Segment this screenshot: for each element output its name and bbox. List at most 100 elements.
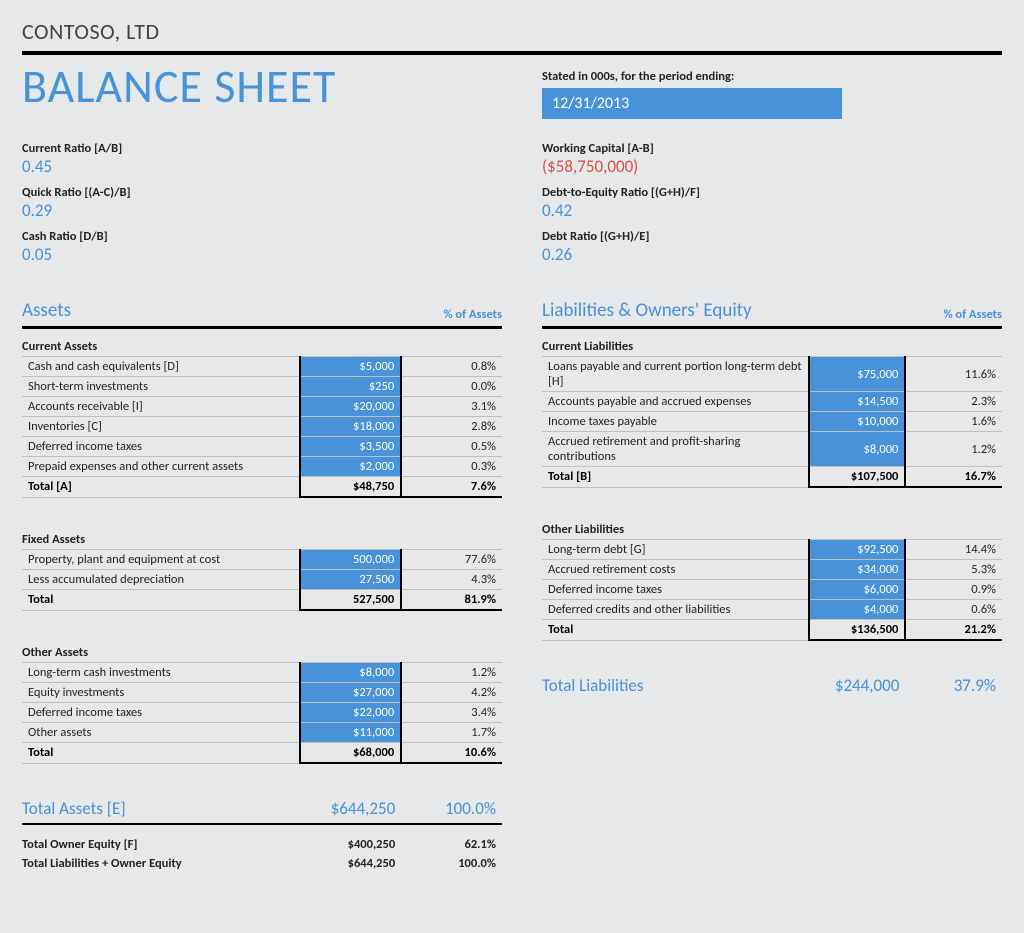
ratio-value: 0.42 [542,200,1002,221]
row-pct: 1.7% [401,723,502,743]
other-assets-block: Other Assets Long-term cash investments$… [22,645,502,764]
total-label: Total [22,590,300,611]
table-total-row: Total [B]$107,50016.7% [542,467,1002,488]
page-title: BALANCE SHEET [22,63,502,111]
row-pct: 0.0% [401,377,502,397]
row-value[interactable]: $5,000 [300,357,401,377]
table-row: Accrued retirement costs$34,0005.3% [542,560,1002,580]
assets-heading: Assets [22,299,71,322]
row-pct: 1.2% [905,432,1002,467]
total-value: $68,000 [300,743,401,764]
row-pct: 0.5% [401,437,502,457]
row-pct: 0.6% [905,600,1002,620]
row-label: Accounts receivable [I] [22,397,300,417]
row-label: Deferred income taxes [542,580,809,600]
row-value[interactable]: $4,000 [809,600,906,620]
row-value[interactable]: 27,500 [300,570,401,590]
other-assets-title: Other Assets [22,645,502,660]
row-value[interactable]: $11,000 [300,723,401,743]
summary-label: Total Liabilities + Owner Equity [22,856,300,871]
total-pct: 10.6% [401,743,502,764]
total-liabilities-label: Total Liabilities [542,675,809,696]
ratio-value: 0.26 [542,244,1002,265]
total-pct: 21.2% [905,620,1002,641]
row-value[interactable]: $8,000 [809,432,906,467]
summary-value: $644,250 [300,856,401,871]
fixed-assets-table: Property, plant and equipment at cost500… [22,549,502,611]
row-label: Other assets [22,723,300,743]
table-row: Loans payable and current portion long-t… [542,357,1002,392]
table-total-row: Total [A]$48,7507.6% [22,477,502,498]
liabilities-heading: Liabilities & Owners' Equity [542,299,752,322]
row-value[interactable]: $27,000 [300,683,401,703]
fixed-assets-block: Fixed Assets Property, plant and equipme… [22,532,502,611]
row-label: Short-term investments [22,377,300,397]
row-value[interactable]: $14,500 [809,392,906,412]
table-row: Accrued retirement and profit-sharing co… [542,432,1002,467]
row-label: Income taxes payable [542,412,809,432]
total-value: $107,500 [809,467,906,488]
table-row: Income taxes payable$10,0001.6% [542,412,1002,432]
total-assets-value: $644,250 [300,798,401,819]
row-pct: 11.6% [905,357,1002,392]
row-value[interactable]: $6,000 [809,580,906,600]
total-liabilities-value: $244,000 [809,675,906,696]
ratios-right: Working Capital [A-B]($58,750,000)Debt-t… [542,141,1002,273]
row-pct: 2.3% [905,392,1002,412]
total-liabilities-pct: 37.9% [905,675,1002,696]
row-label: Property, plant and equipment at cost [22,550,300,570]
table-row: Property, plant and equipment at cost500… [22,550,502,570]
row-value[interactable]: $10,000 [809,412,906,432]
total-label: Total [A] [22,477,300,498]
other-liabilities-title: Other Liabilities [542,522,1002,537]
summary-block: Total Owner Equity [F]$400,25062.1%Total… [22,835,502,873]
row-pct: 14.4% [905,540,1002,560]
summary-value: $400,250 [300,837,401,852]
pct-heading-right: % of Assets [943,307,1002,322]
period-value[interactable]: 12/31/2013 [542,88,842,119]
fixed-assets-title: Fixed Assets [22,532,502,547]
summary-row: Total Owner Equity [F]$400,25062.1% [22,835,502,854]
pct-heading-left: % of Assets [443,307,502,322]
table-total-row: Total527,50081.9% [22,590,502,611]
summary-label: Total Owner Equity [F] [22,837,300,852]
ratio-value: 0.05 [22,244,502,265]
assets-rule [22,326,502,329]
period-label: Stated in 000s, for the period ending: [542,69,1002,84]
table-total-row: Total$136,50021.2% [542,620,1002,641]
total-assets-pct: 100.0% [401,798,502,819]
row-value[interactable]: $92,500 [809,540,906,560]
row-value[interactable]: $22,000 [300,703,401,723]
row-label: Less accumulated depreciation [22,570,300,590]
liabilities-rule [542,326,1002,329]
row-pct: 0.3% [401,457,502,477]
row-label: Long-term debt [G] [542,540,809,560]
row-value[interactable]: $2,000 [300,457,401,477]
row-value[interactable]: $34,000 [809,560,906,580]
total-value: 527,500 [300,590,401,611]
row-value[interactable]: $8,000 [300,663,401,683]
ratio-label: Cash Ratio [D/B] [22,229,502,244]
ratio-value: 0.29 [22,200,502,221]
other-assets-table: Long-term cash investments$8,0001.2%Equi… [22,662,502,764]
table-row: Short-term investments$2500.0% [22,377,502,397]
row-value[interactable]: $250 [300,377,401,397]
row-value[interactable]: $20,000 [300,397,401,417]
summary-pct: 62.1% [401,837,502,852]
table-row: Deferred income taxes$6,0000.9% [542,580,1002,600]
row-pct: 77.6% [401,550,502,570]
row-pct: 2.8% [401,417,502,437]
row-value[interactable]: 500,000 [300,550,401,570]
row-value[interactable]: $3,500 [300,437,401,457]
row-value[interactable]: $18,000 [300,417,401,437]
current-assets-title: Current Assets [22,339,502,354]
ratio-label: Debt Ratio [(G+H)/E] [542,229,1002,244]
table-row: Less accumulated depreciation27,5004.3% [22,570,502,590]
table-total-row: Total$68,00010.6% [22,743,502,764]
ratio-label: Debt-to-Equity Ratio [(G+H)/F] [542,185,1002,200]
row-value[interactable]: $75,000 [809,357,906,392]
row-label: Deferred income taxes [22,437,300,457]
current-liabilities-title: Current Liabilities [542,339,1002,354]
row-pct: 5.3% [905,560,1002,580]
top-rule [22,51,1002,55]
